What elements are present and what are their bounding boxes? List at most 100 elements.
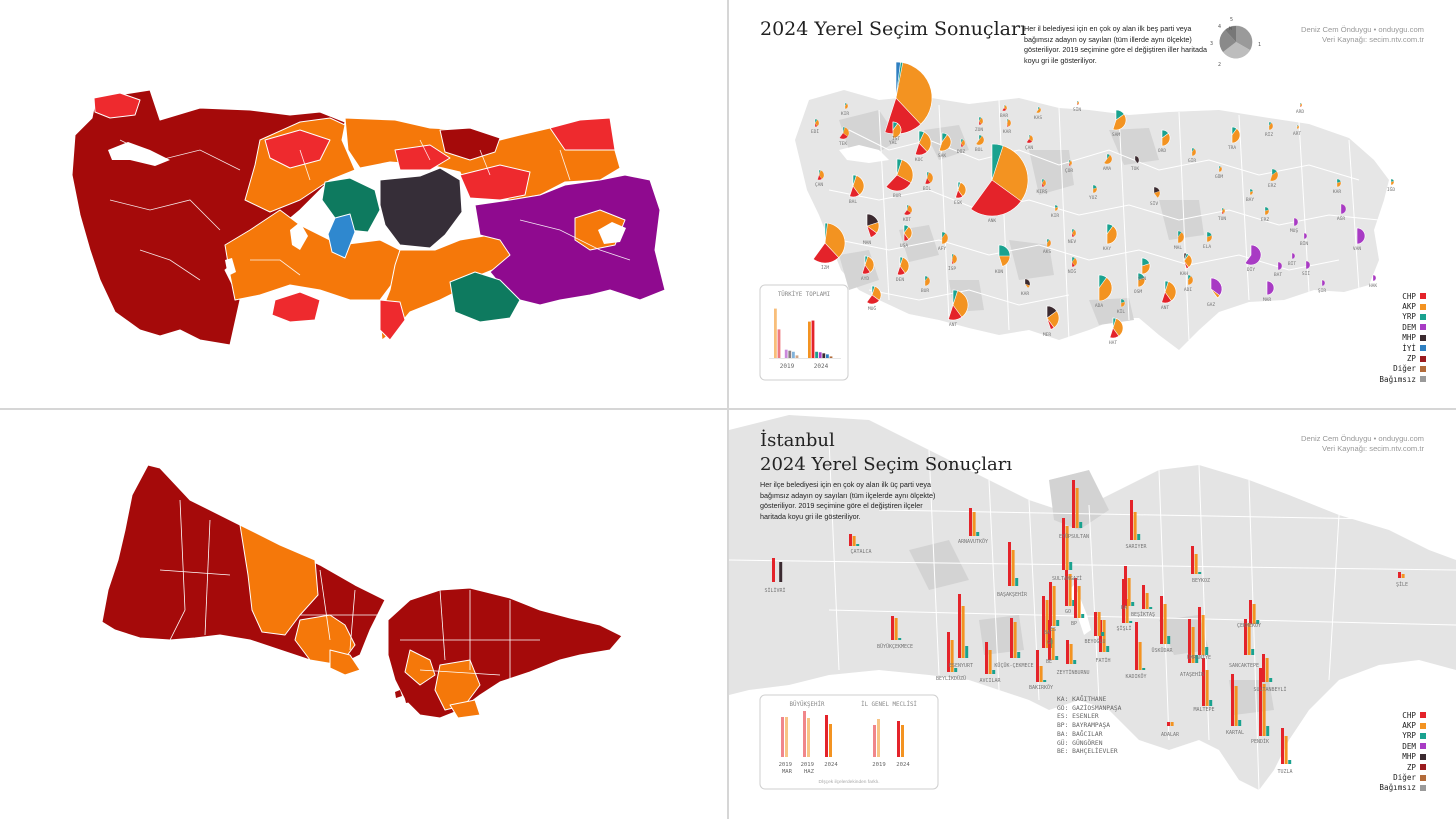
inset-year-2024-right: 2024 xyxy=(896,762,910,768)
pie-slice xyxy=(1336,178,1341,184)
district-bar-chp xyxy=(1008,542,1011,586)
district-bar-akp xyxy=(1069,644,1073,664)
abbreviation-item: ES: ESENLER xyxy=(1057,713,1099,721)
province-label: HAT xyxy=(1109,340,1118,346)
province-pie xyxy=(1092,184,1098,194)
legend-swatch xyxy=(1420,303,1426,310)
province-label: KIR xyxy=(1051,213,1060,219)
legend-item: Bağımsız xyxy=(1379,783,1426,793)
province-label: SİV xyxy=(1150,200,1159,207)
province-pie xyxy=(1002,104,1008,112)
province-label: İZM xyxy=(821,264,830,271)
legend-item: AKP xyxy=(1379,301,1426,311)
inset-bar-chp xyxy=(873,725,876,757)
district-bar-chp xyxy=(1259,668,1262,736)
credit-source: Veri Kaynağı: secim.ntv.com.tr xyxy=(1322,35,1424,44)
pie-slice xyxy=(991,143,1004,181)
inset-bar xyxy=(774,308,777,358)
pie-slice xyxy=(899,256,904,267)
legend-item: CHP xyxy=(1379,291,1426,301)
province-label: BOL xyxy=(975,147,984,153)
pie-slice xyxy=(1106,223,1114,235)
district-label: ŞİŞLİ xyxy=(1116,625,1131,632)
legend-swatch xyxy=(1420,345,1426,352)
district-bar-akp xyxy=(1011,550,1015,586)
pie-slice xyxy=(1390,178,1395,183)
province-pie xyxy=(1299,102,1303,108)
scale-label-3: 3 xyxy=(1210,41,1213,47)
district-bar-third xyxy=(1288,760,1292,764)
province-pie xyxy=(861,255,875,275)
district-bar-group xyxy=(1074,578,1085,618)
inset-year-2024-left: 2024 xyxy=(824,762,838,768)
province-pie xyxy=(924,275,931,287)
district-label: TUZLA xyxy=(1277,769,1292,775)
province-pie xyxy=(1076,100,1080,106)
province-pie xyxy=(1249,188,1254,196)
pie-slice xyxy=(1006,118,1009,124)
province-pie xyxy=(924,171,934,185)
province-pie xyxy=(1206,231,1213,243)
inset-bar xyxy=(826,354,829,358)
inset-bar-chp xyxy=(781,717,784,757)
province-label: TUN xyxy=(1218,216,1227,222)
district-bar-third xyxy=(1055,656,1059,660)
istanbul-choropleth-panel xyxy=(0,410,727,819)
province-label: GÜM xyxy=(1215,173,1224,180)
district-bar-third xyxy=(1137,534,1141,540)
pie-slice xyxy=(1372,274,1377,282)
scale-label-2: 2 xyxy=(1218,62,1221,68)
district-label: ARNAVUTKÖY xyxy=(958,538,988,545)
district-bar-third xyxy=(1131,602,1135,606)
district-bar-third xyxy=(1015,578,1019,586)
province-pie xyxy=(866,285,882,305)
inset-bar xyxy=(829,356,833,358)
pie-slice xyxy=(852,174,857,187)
district-label: ESENYURT xyxy=(949,663,973,669)
pie-slice xyxy=(895,61,933,125)
pie-slice xyxy=(1340,203,1347,215)
district-label: SİLİVRİ xyxy=(764,587,785,594)
province-label: BAT xyxy=(1274,272,1283,278)
district-bar-akp xyxy=(1097,612,1101,636)
pie-slice xyxy=(842,126,846,134)
province-pie xyxy=(1054,204,1059,212)
district-bar-akp xyxy=(1252,604,1256,624)
inset-bar xyxy=(822,353,826,358)
legend-label: DEM xyxy=(1402,741,1416,751)
legend-item: Diğer xyxy=(1379,364,1426,374)
district-bar-group xyxy=(1160,596,1171,644)
province-pie xyxy=(1071,256,1078,268)
istanbul-asia-akp-3 xyxy=(449,699,481,719)
pie-slice xyxy=(818,169,821,176)
district-bar-third xyxy=(1079,522,1083,528)
district-bar-third xyxy=(1198,572,1202,574)
district-label: ADALAR xyxy=(1161,732,1180,738)
province-pie xyxy=(849,174,865,198)
district-bar-group xyxy=(1124,566,1135,606)
abbreviation-item: GÜ: GÜNGÖREN xyxy=(1057,739,1103,747)
pie-slice xyxy=(1153,186,1160,194)
province-pie xyxy=(1109,317,1124,339)
district-bar-group xyxy=(1188,619,1199,663)
inset-bar xyxy=(788,350,792,358)
district-bar-akp xyxy=(1170,722,1174,726)
inset-title-buyuksehir: BÜYÜKŞEHİR xyxy=(790,701,825,708)
province-pie xyxy=(1187,274,1194,286)
party-legend: CHP AKP YRP DEM MHP İYİ ZP Diğer Bağımsız xyxy=(1379,291,1426,385)
district-bar-third xyxy=(1167,636,1171,644)
province-label: KIRŞ xyxy=(1036,189,1047,195)
district-bar-akp xyxy=(1163,604,1167,644)
district-bar-group xyxy=(1198,607,1209,655)
pie-slice xyxy=(824,222,846,259)
province-pie xyxy=(812,222,846,264)
district-bar-third xyxy=(1266,726,1270,736)
province-pie xyxy=(1141,257,1151,275)
district-bar-third xyxy=(1069,562,1073,570)
district-bar-group xyxy=(985,642,996,674)
pie-slice xyxy=(871,285,876,296)
province-label: BAR xyxy=(1000,113,1009,119)
district-bar-group xyxy=(1231,674,1242,726)
district-bar-akp xyxy=(1247,623,1251,655)
province-label: KAH xyxy=(1180,271,1189,277)
